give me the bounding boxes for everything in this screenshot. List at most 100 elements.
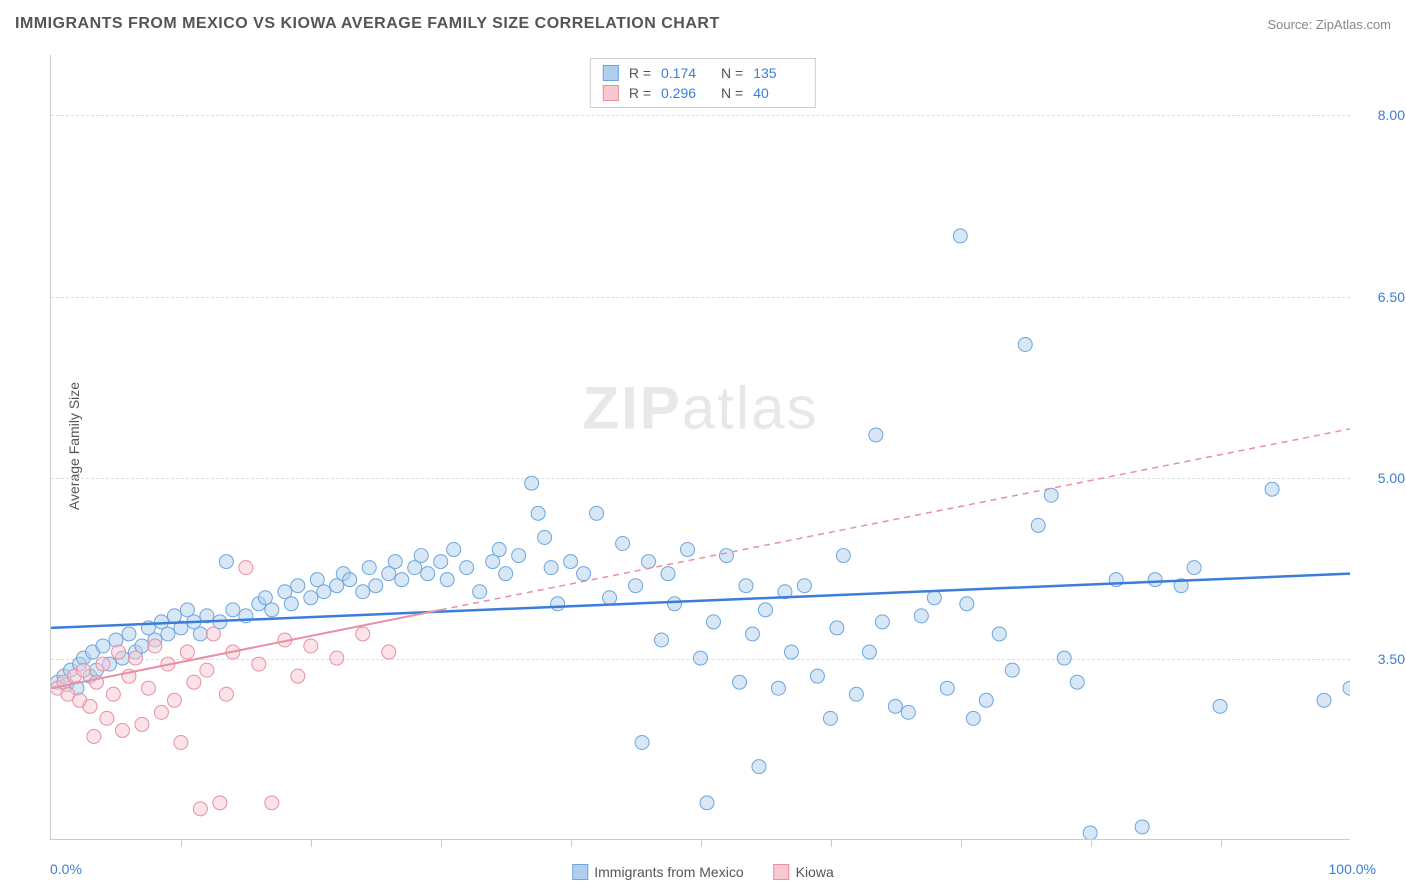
data-point bbox=[180, 645, 194, 659]
data-point bbox=[758, 603, 772, 617]
data-point bbox=[291, 669, 305, 683]
data-point bbox=[1044, 488, 1058, 502]
x-tick-min: 0.0% bbox=[50, 861, 82, 877]
data-point bbox=[525, 476, 539, 490]
data-point bbox=[96, 639, 110, 653]
data-point bbox=[869, 428, 883, 442]
legend-swatch-pink bbox=[603, 85, 619, 101]
data-point bbox=[992, 627, 1006, 641]
data-point bbox=[109, 633, 123, 647]
x-tick bbox=[311, 839, 312, 847]
data-point bbox=[1018, 337, 1032, 351]
legend-swatch-pink bbox=[774, 864, 790, 880]
data-point bbox=[460, 561, 474, 575]
data-point bbox=[193, 627, 207, 641]
data-point bbox=[979, 693, 993, 707]
data-point bbox=[739, 579, 753, 593]
data-point bbox=[960, 597, 974, 611]
data-point bbox=[823, 711, 837, 725]
data-point bbox=[440, 573, 454, 587]
legend-item-1: Kiowa bbox=[774, 864, 834, 880]
x-tick-max: 100.0% bbox=[1329, 861, 1376, 877]
data-point bbox=[187, 675, 201, 689]
chart-title: IMMIGRANTS FROM MEXICO VS KIOWA AVERAGE … bbox=[15, 15, 720, 33]
data-point bbox=[167, 693, 181, 707]
data-point bbox=[421, 567, 435, 581]
data-point bbox=[100, 711, 114, 725]
y-tick-label: 5.00 bbox=[1378, 470, 1405, 486]
data-point bbox=[434, 555, 448, 569]
data-point bbox=[122, 627, 136, 641]
data-point bbox=[174, 736, 188, 750]
data-point bbox=[304, 591, 318, 605]
data-point bbox=[719, 549, 733, 563]
x-tick bbox=[571, 839, 572, 847]
data-point bbox=[551, 597, 565, 611]
legend-swatch-blue bbox=[603, 65, 619, 81]
data-point bbox=[771, 681, 785, 695]
legend-row-series-1: R = 0.296 N = 40 bbox=[603, 83, 803, 103]
data-point bbox=[966, 711, 980, 725]
data-point bbox=[304, 639, 318, 653]
data-point bbox=[544, 561, 558, 575]
legend-n-value-0: 135 bbox=[753, 65, 803, 81]
data-point bbox=[161, 627, 175, 641]
legend-n-label: N = bbox=[721, 85, 743, 101]
data-point bbox=[953, 229, 967, 243]
data-point bbox=[694, 651, 708, 665]
data-point bbox=[1070, 675, 1084, 689]
data-point bbox=[1135, 820, 1149, 834]
data-point bbox=[239, 561, 253, 575]
data-point bbox=[940, 681, 954, 695]
data-point bbox=[797, 579, 811, 593]
y-tick-label: 3.50 bbox=[1378, 651, 1405, 667]
legend-item-0: Immigrants from Mexico bbox=[572, 864, 743, 880]
data-point bbox=[356, 627, 370, 641]
data-point bbox=[564, 555, 578, 569]
legend-r-label: R = bbox=[629, 85, 651, 101]
data-point bbox=[473, 585, 487, 599]
data-point bbox=[668, 597, 682, 611]
data-point bbox=[330, 651, 344, 665]
y-tick-label: 8.00 bbox=[1378, 107, 1405, 123]
data-point bbox=[317, 585, 331, 599]
data-point bbox=[629, 579, 643, 593]
data-point bbox=[661, 567, 675, 581]
data-point bbox=[1083, 826, 1097, 839]
data-point bbox=[115, 723, 129, 737]
data-point bbox=[531, 506, 545, 520]
data-point bbox=[200, 663, 214, 677]
legend-swatch-blue bbox=[572, 864, 588, 880]
data-point bbox=[128, 651, 142, 665]
data-point bbox=[291, 579, 305, 593]
data-point bbox=[538, 530, 552, 544]
data-point bbox=[388, 555, 402, 569]
data-point bbox=[219, 687, 233, 701]
legend-label-1: Kiowa bbox=[796, 864, 834, 880]
data-point bbox=[875, 615, 889, 629]
data-point bbox=[362, 561, 376, 575]
data-point bbox=[810, 669, 824, 683]
x-tick bbox=[961, 839, 962, 847]
legend-row-series-0: R = 0.174 N = 135 bbox=[603, 63, 803, 83]
legend-n-label: N = bbox=[721, 65, 743, 81]
data-point bbox=[849, 687, 863, 701]
data-point bbox=[265, 603, 279, 617]
data-point bbox=[135, 717, 149, 731]
x-tick bbox=[701, 839, 702, 847]
data-point bbox=[635, 736, 649, 750]
data-point bbox=[193, 802, 207, 816]
data-point bbox=[395, 573, 409, 587]
data-point bbox=[745, 627, 759, 641]
data-point bbox=[76, 663, 90, 677]
data-point bbox=[655, 633, 669, 647]
legend-n-value-1: 40 bbox=[753, 85, 803, 101]
data-point bbox=[87, 729, 101, 743]
trend-line-extrapolated bbox=[441, 429, 1350, 610]
x-tick bbox=[1221, 839, 1222, 847]
y-tick-label: 6.50 bbox=[1378, 289, 1405, 305]
data-point bbox=[914, 609, 928, 623]
x-tick bbox=[181, 839, 182, 847]
data-point bbox=[1031, 518, 1045, 532]
data-point bbox=[1148, 573, 1162, 587]
